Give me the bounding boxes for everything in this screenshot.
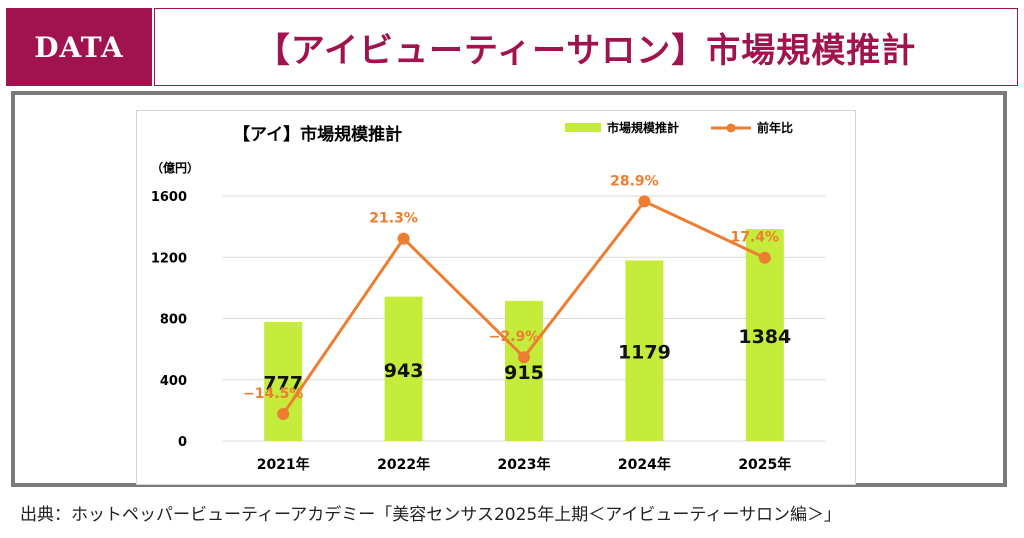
y-tick-label-1600: 1600 — [151, 190, 187, 205]
y-axis-unit-label: （億円） — [151, 160, 199, 175]
bar-value-label-0: 777 — [263, 373, 303, 395]
yoy-point-1 — [397, 232, 410, 245]
chart-area: 0 400 800 1200 1600 （億円） 【アイ】市場規模推計 市場規模推計 前年比 77… — [136, 110, 856, 485]
source-note: 出典：ホットペッパービューティーアカデミー「美容センサス2025年上期＜アイビュ… — [20, 505, 842, 525]
y-tick-label-400: 400 — [160, 374, 187, 389]
yoy-label-4: 17.4% — [731, 230, 780, 246]
x-tick-label-4: 2025年 — [738, 456, 791, 473]
yoy-point-3 — [638, 195, 651, 208]
bar-2 — [505, 300, 543, 441]
x-tick-label-0: 2021年 — [257, 456, 310, 473]
page-title: 【アイビューティーサロン】市場規模推計 — [255, 30, 917, 71]
bar-0 — [264, 322, 303, 441]
bar-value-label-1: 943 — [384, 360, 424, 382]
x-tick-label-1: 2022年 — [377, 456, 430, 473]
yoy-point-4 — [758, 251, 771, 264]
market-size-chart: 0 400 800 1200 1600 （億円） 【アイ】市場規模推計 市場規模推計 前年比 77… — [151, 120, 825, 473]
legend-line-marker — [726, 123, 736, 133]
yoy-point-0 — [277, 408, 290, 421]
y-tick-label-1200: 1200 — [151, 251, 187, 266]
yoy-label-1: 21.3% — [369, 211, 418, 227]
y-tick-label-800: 800 — [160, 313, 187, 328]
x-tick-label-2: 2023年 — [498, 456, 551, 473]
bar-value-label-4: 1384 — [738, 326, 791, 348]
bar-4 — [745, 229, 784, 441]
yoy-label-3: 28.9% — [610, 173, 659, 189]
bar-3 — [625, 260, 664, 441]
chart-title: 【アイ】市場規模推計 — [233, 124, 402, 145]
legend-bar-label: 市場規模推計 — [607, 120, 679, 135]
bar-1 — [384, 296, 423, 441]
yoy-label-2: −2.9% — [489, 329, 540, 345]
title-box: 【アイビューティーサロン】市場規模推計 — [154, 8, 1018, 86]
text-layer: 0 400 800 1200 1600 （億円） 【アイ】市場規模推計 市場規模推計 前年比 77… — [151, 120, 793, 473]
legend-bar-swatch — [565, 123, 601, 132]
bars-layer — [264, 229, 784, 441]
yoy-point-2 — [518, 351, 530, 364]
x-tick-label-3: 2024年 — [618, 456, 671, 473]
bar-value-label-2: 915 — [504, 362, 544, 384]
legend-line-label: 前年比 — [757, 120, 793, 135]
y-tick-label-0: 0 — [178, 435, 187, 450]
yoy-label-0: −14.5% — [243, 386, 303, 402]
data-tag: DATA — [6, 8, 152, 86]
header: DATA 【アイビューティーサロン】市場規模推計 — [6, 8, 1018, 86]
bar-value-label-3: 1179 — [618, 342, 671, 364]
line-layer — [277, 195, 771, 421]
